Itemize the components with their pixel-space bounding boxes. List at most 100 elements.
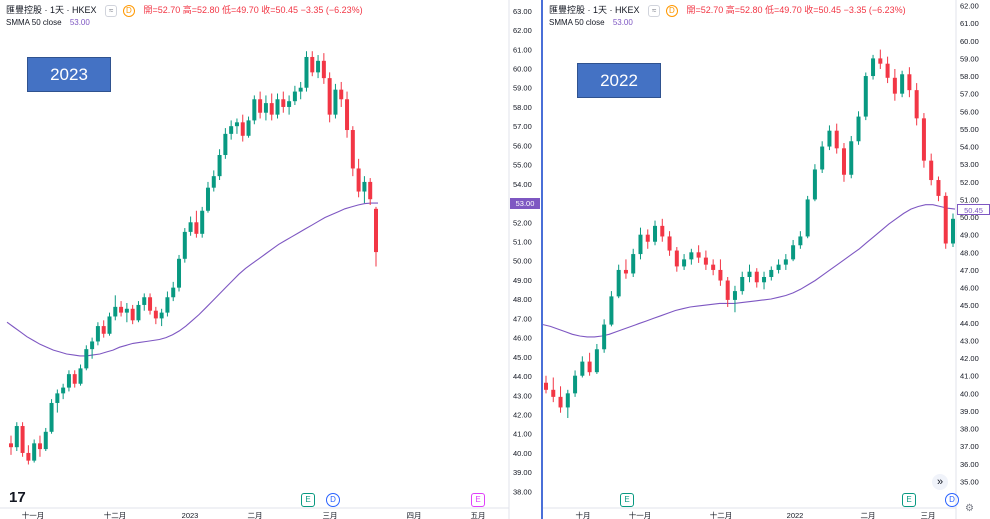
y-tick-label: 56.00	[513, 141, 532, 150]
y-tick-label: 47.00	[960, 266, 979, 275]
dividend-event-icon[interactable]: D	[326, 493, 340, 507]
dividend-event-icon[interactable]: D	[945, 493, 959, 507]
candle-body	[136, 304, 141, 321]
y-tick-label: 49.00	[513, 276, 532, 285]
candle-body	[936, 180, 941, 196]
candle-body	[240, 122, 245, 136]
candle-body	[863, 76, 868, 117]
y-tick-label: 46.00	[513, 334, 532, 343]
candle-body	[645, 234, 650, 242]
x-tick-label: 2022	[787, 511, 804, 519]
candle-body	[43, 431, 48, 450]
indicator-legend[interactable]: SMMA 50 close 53.00	[549, 18, 633, 27]
x-tick-label: 四月	[407, 511, 422, 519]
x-tick-label: 十一月	[629, 510, 652, 519]
candle-body	[914, 90, 919, 119]
y-tick-label: 35.00	[960, 477, 979, 486]
candle-body	[327, 78, 332, 115]
x-tick-label: 十二月	[710, 510, 733, 519]
candle-body	[321, 60, 326, 79]
chart-svg-right[interactable]: 35.00 36.00 37.00 38.00 39.00 40.00 41.00 42.00…	[543, 0, 990, 519]
last-value-badge: 53.00	[510, 197, 540, 209]
dividend-pill[interactable]: D	[122, 5, 135, 17]
candle-body	[623, 269, 628, 274]
legend-header: 匯豐控股 · 1天 · HKEX ≈ D 開=52.70 高=52.80 低=4…	[6, 3, 363, 17]
y-tick-label: 51.00	[513, 238, 532, 247]
candle-body	[711, 264, 716, 270]
x-tick-label: 2023	[182, 511, 199, 519]
candle-body	[900, 74, 905, 94]
candle-body	[783, 259, 788, 265]
candle-body	[878, 58, 883, 64]
candle-body	[594, 349, 599, 373]
candle-body	[229, 126, 234, 134]
candle-body	[892, 77, 897, 94]
candle-body	[682, 259, 687, 267]
candle-body	[609, 296, 614, 325]
gear-icon[interactable]: ⚙	[965, 503, 974, 514]
candle-body	[275, 99, 280, 115]
candle-body	[602, 324, 607, 350]
y-tick-label: 61.00	[513, 45, 532, 54]
candle-body	[165, 297, 170, 313]
earnings-event-icon[interactable]: E	[902, 493, 916, 507]
y-tick-label: 59.00	[960, 54, 979, 63]
x-tick-label: 二月	[861, 511, 876, 519]
chart-panel-left[interactable]: 38.00 39.00 40.00 41.00 42.00 43.00 44.00 45.00…	[0, 0, 542, 519]
earnings-event-icon[interactable]: E	[471, 493, 485, 507]
candle-body	[374, 208, 378, 253]
chart-svg-left[interactable]: 38.00 39.00 40.00 41.00 42.00 43.00 44.00 45.00…	[0, 0, 542, 519]
candle-body	[188, 222, 193, 232]
chart-panel-right[interactable]: 35.00 36.00 37.00 38.00 39.00 40.00 41.00 42.00…	[543, 0, 990, 519]
earnings-event-icon[interactable]: E	[620, 493, 634, 507]
candle-body	[653, 225, 658, 242]
y-tick-label: 41.00	[513, 430, 532, 439]
candle-body	[124, 308, 129, 313]
candle-body	[304, 56, 309, 88]
candle-body	[316, 60, 321, 73]
y-tick-label: 38.00	[513, 487, 532, 496]
candle-body	[776, 264, 781, 270]
indicator-value: 53.00	[612, 18, 633, 27]
tradingview-logo-icon[interactable]: 17	[9, 489, 26, 506]
y-tick-label: 45.00	[513, 353, 532, 362]
interval-pill[interactable]: ≈	[648, 5, 661, 17]
x-tick-label: 十月	[576, 510, 591, 519]
y-tick-label: 54.00	[513, 180, 532, 189]
candle-body	[49, 402, 54, 432]
indicator-name: SMMA 50 close	[549, 18, 605, 27]
y-tick-label: 62.00	[960, 2, 979, 11]
dividend-pill[interactable]: D	[665, 5, 678, 17]
symbol-title[interactable]: 匯豐控股 · 1天 · HKEX	[549, 5, 640, 15]
year-label-box: 2022	[577, 63, 661, 98]
y-tick-label: 45.00	[960, 301, 979, 310]
scroll-right-button[interactable]: »	[932, 474, 948, 490]
x-tick-label: 二月	[248, 511, 263, 519]
candle-body	[287, 101, 292, 107]
y-tick-label: 48.00	[960, 248, 979, 257]
candle-body	[689, 252, 694, 260]
y-tick-label: 43.00	[513, 391, 532, 400]
candle-body	[754, 271, 759, 283]
y-tick-label: 37.00	[960, 442, 979, 451]
y-tick-label: 50.00	[960, 213, 979, 222]
candle-body	[544, 382, 548, 390]
candle-body	[638, 234, 643, 255]
y-tick-label: 53.00	[960, 160, 979, 169]
symbol-title[interactable]: 匯豐控股 · 1天 · HKEX	[6, 5, 97, 15]
y-tick-label: 47.00	[513, 314, 532, 323]
earnings-event-icon[interactable]: E	[301, 493, 315, 507]
candle-body	[565, 393, 570, 408]
indicator-legend[interactable]: SMMA 50 close 53.00	[6, 18, 90, 27]
candle-body	[333, 89, 338, 115]
candle-body	[356, 168, 361, 192]
interval-pill[interactable]: ≈	[105, 5, 118, 17]
x-tick-label: 十二月	[104, 510, 127, 519]
y-tick-label: 56.00	[960, 107, 979, 116]
smma-line	[6, 202, 378, 357]
candle-body	[703, 257, 708, 265]
candle-body	[660, 225, 665, 237]
y-tick-label: 50.00	[513, 257, 532, 266]
candle-body	[200, 210, 205, 234]
candle-body	[9, 443, 13, 448]
